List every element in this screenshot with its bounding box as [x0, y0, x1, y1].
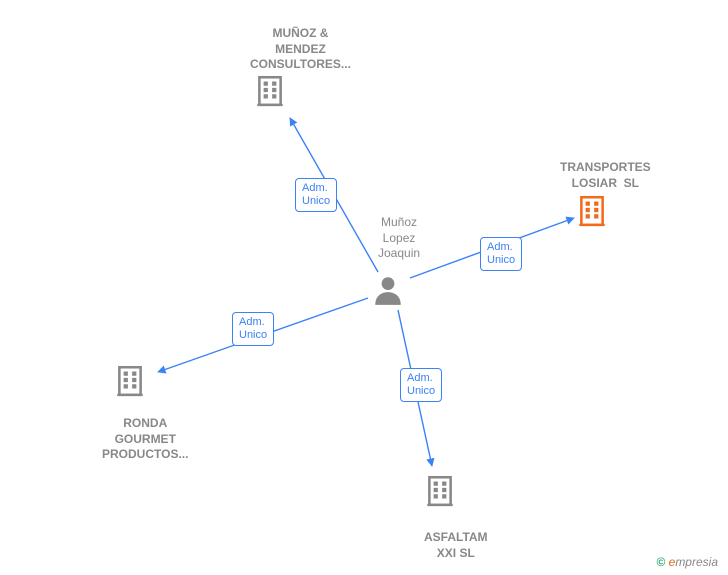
company-label: ASFALTAM XXI SL	[424, 530, 488, 561]
person-node[interactable]	[371, 273, 405, 312]
copyright-symbol: ©	[656, 555, 665, 569]
person-icon	[371, 294, 405, 311]
person-label: Muñoz Lopez Joaquin	[378, 215, 420, 262]
building-icon	[575, 214, 609, 231]
edge-label: Adm. Unico	[480, 237, 522, 271]
company-node[interactable]	[253, 73, 287, 112]
company-node[interactable]	[575, 193, 609, 232]
edge-label: Adm. Unico	[232, 312, 274, 346]
company-label: TRANSPORTES LOSIAR SL	[560, 160, 651, 191]
footer: © empresia	[656, 555, 718, 569]
building-icon	[423, 494, 457, 511]
edge-label: Adm. Unico	[295, 178, 337, 212]
company-node[interactable]	[113, 363, 147, 402]
company-node[interactable]	[423, 473, 457, 512]
company-label: MUÑOZ & MENDEZ CONSULTORES...	[250, 26, 351, 73]
edge-layer	[0, 0, 728, 575]
edge-label: Adm. Unico	[400, 368, 442, 402]
brand: empresia	[669, 555, 718, 569]
building-icon	[253, 94, 287, 111]
company-label: RONDA GOURMET PRODUCTOS...	[102, 416, 188, 463]
building-icon	[113, 384, 147, 401]
